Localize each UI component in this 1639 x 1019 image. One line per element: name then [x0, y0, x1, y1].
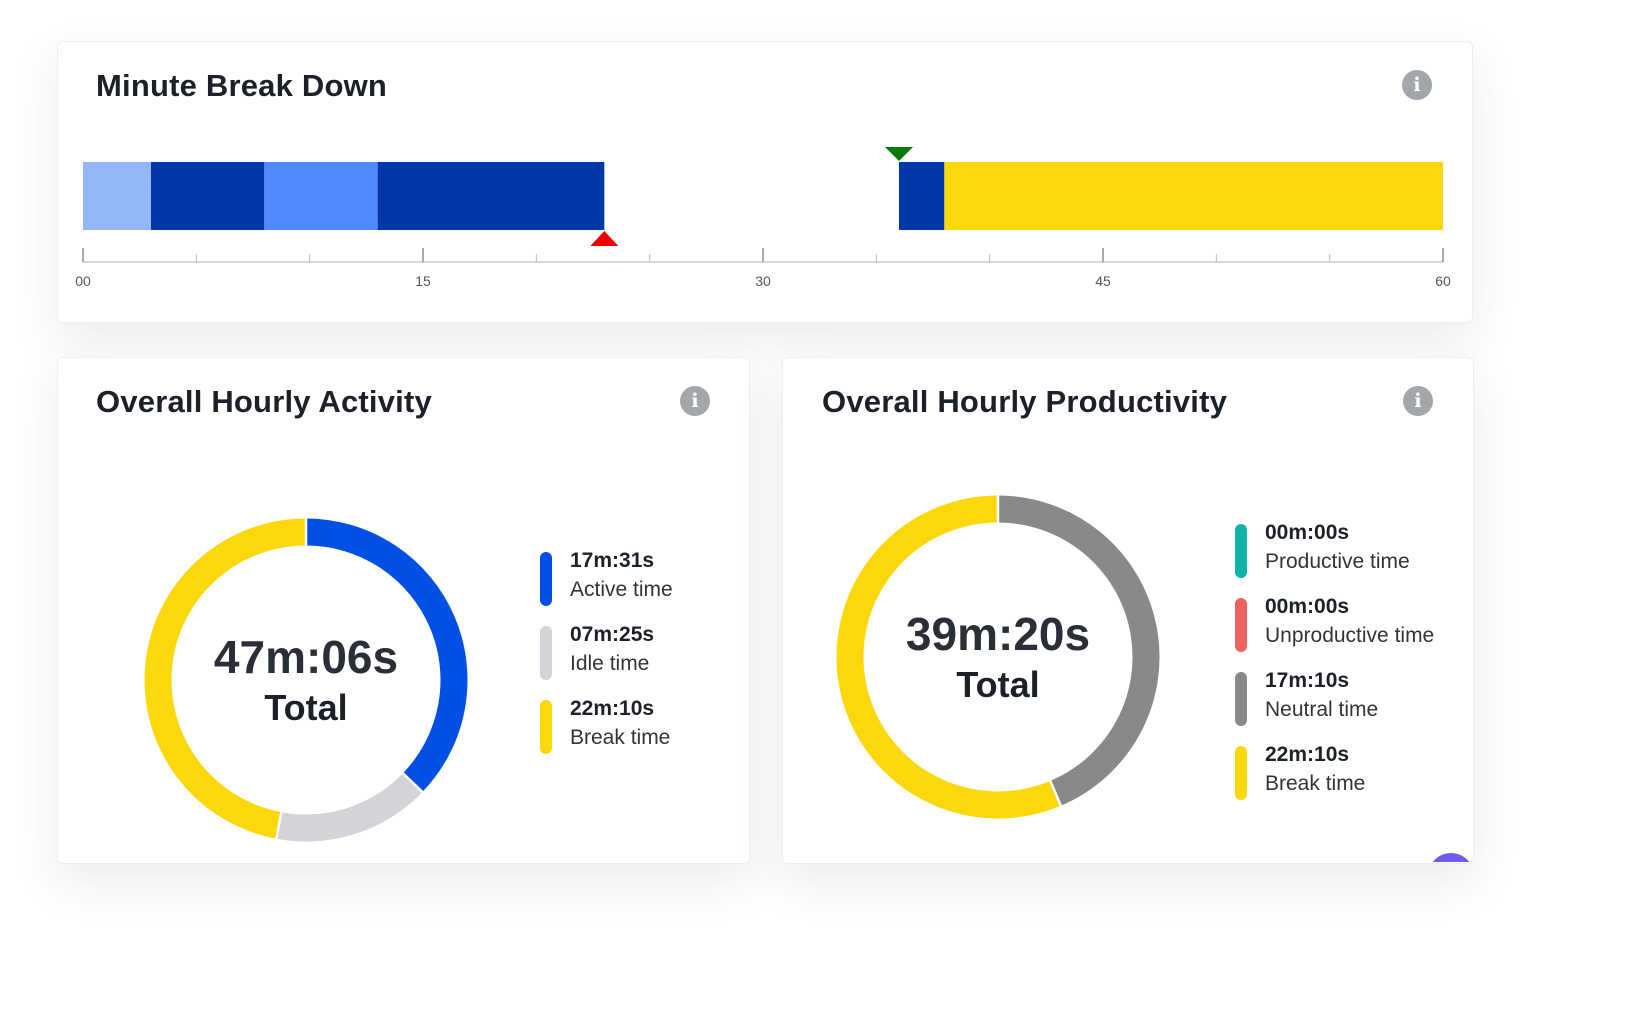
legend-label: Neutral time [1265, 698, 1379, 721]
legend-item: 07m:25s Idle time [540, 622, 673, 680]
productivity-donut-chart [836, 495, 1160, 819]
legend-color-swatch [540, 552, 552, 606]
timeline-tick-label: 45 [1095, 273, 1111, 289]
timeline-segment-break [944, 162, 1443, 230]
legend-item: 00m:00s Unproductive time [1235, 594, 1434, 652]
donut-segment-active-time [305, 518, 468, 792]
minute-timeline: 00 15 30 45 60 [75, 142, 1451, 302]
timeline-segment-active [377, 162, 491, 230]
chat-launcher-button[interactable] [1428, 853, 1474, 862]
hourly-productivity-card: Overall Hourly Productivity i 39m:20s To… [782, 357, 1474, 864]
legend-color-swatch [1235, 598, 1247, 652]
legend-value: 07m:25s [570, 623, 655, 646]
timeline-tick-label: 00 [75, 273, 91, 289]
legend-item: 22m:10s Break time [540, 696, 673, 754]
hourly-productivity-title: Overall Hourly Productivity [822, 384, 1228, 419]
activity-total-label: Total [264, 687, 348, 728]
chat-launcher-bubble[interactable] [1428, 853, 1474, 862]
minute-breakdown-card: Minute Break Down i 00 15 30 45 60 [57, 41, 1473, 323]
activity-donut-chart [144, 518, 468, 842]
legend-label: Break time [570, 726, 671, 749]
minute-breakdown-title: Minute Break Down [96, 68, 388, 103]
timeline-segment-active [151, 162, 265, 230]
legend-label: Idle time [570, 652, 650, 675]
hourly-activity-card: Overall Hourly Activity i 47m:06s Total … [57, 357, 750, 864]
legend-value: 22m:10s [570, 697, 655, 720]
legend-label: Productive time [1265, 550, 1410, 573]
legend-color-swatch [1235, 524, 1247, 578]
legend-label: Active time [570, 578, 673, 601]
hourly-activity-title: Overall Hourly Activity [96, 384, 432, 419]
legend-item: 22m:10s Break time [1235, 742, 1434, 800]
activity-legend: 17m:31s Active time 07m:25s Idle time 22m:10… [540, 548, 673, 770]
activity-stop-marker-icon [590, 231, 619, 246]
timeline-segment-active [899, 162, 945, 230]
donut-segment-gap [402, 772, 424, 793]
donut-segment-break-time [144, 518, 307, 839]
activity-start-marker-icon [885, 147, 913, 161]
donut-segment-gap [1049, 780, 1062, 807]
timeline-segment-idle [83, 162, 151, 230]
timeline-tick-label: 15 [415, 273, 431, 289]
legend-color-swatch [540, 626, 552, 680]
timeline-tick-label: 30 [755, 273, 771, 289]
info-icon[interactable]: i [680, 386, 710, 416]
timeline-segment-idle [264, 162, 378, 230]
timeline-segment-active [491, 162, 605, 230]
legend-value: 22m:10s [1265, 743, 1350, 766]
info-icon[interactable]: i [1402, 70, 1432, 100]
legend-value: 17m:10s [1265, 669, 1350, 692]
legend-label: Break time [1265, 772, 1366, 795]
info-icon[interactable]: i [1403, 386, 1433, 416]
legend-value: 00m:00s [1265, 521, 1350, 544]
activity-donut-center: 47m:06s Total [214, 630, 398, 732]
productivity-donut-center: 39m:20s Total [906, 607, 1090, 709]
timeline-chart [82, 147, 1444, 263]
legend-color-swatch [1235, 672, 1247, 726]
legend-item: 17m:31s Active time [540, 548, 673, 606]
legend-label: Unproductive time [1265, 624, 1435, 647]
productivity-total-value: 39m:20s [905, 608, 1091, 660]
activity-total-value: 47m:06s [213, 631, 399, 683]
legend-color-swatch [540, 700, 552, 754]
donut-segment-gap [275, 811, 283, 839]
legend-color-swatch [1235, 746, 1247, 800]
productivity-legend: 00m:00s Productive time 00m:00s Unproductiv… [1235, 520, 1434, 816]
legend-item: 17m:10s Neutral time [1235, 668, 1434, 726]
legend-value: 00m:00s [1265, 595, 1350, 618]
donut-segment-break-time [836, 495, 1061, 819]
legend-item: 00m:00s Productive time [1235, 520, 1434, 578]
legend-value: 17m:31s [570, 549, 655, 572]
timeline-tick-label: 60 [1435, 273, 1451, 289]
donut-segment-neutral-time [997, 495, 1160, 806]
donut-segment-idle-time [276, 773, 423, 842]
productivity-total-label: Total [956, 664, 1040, 705]
